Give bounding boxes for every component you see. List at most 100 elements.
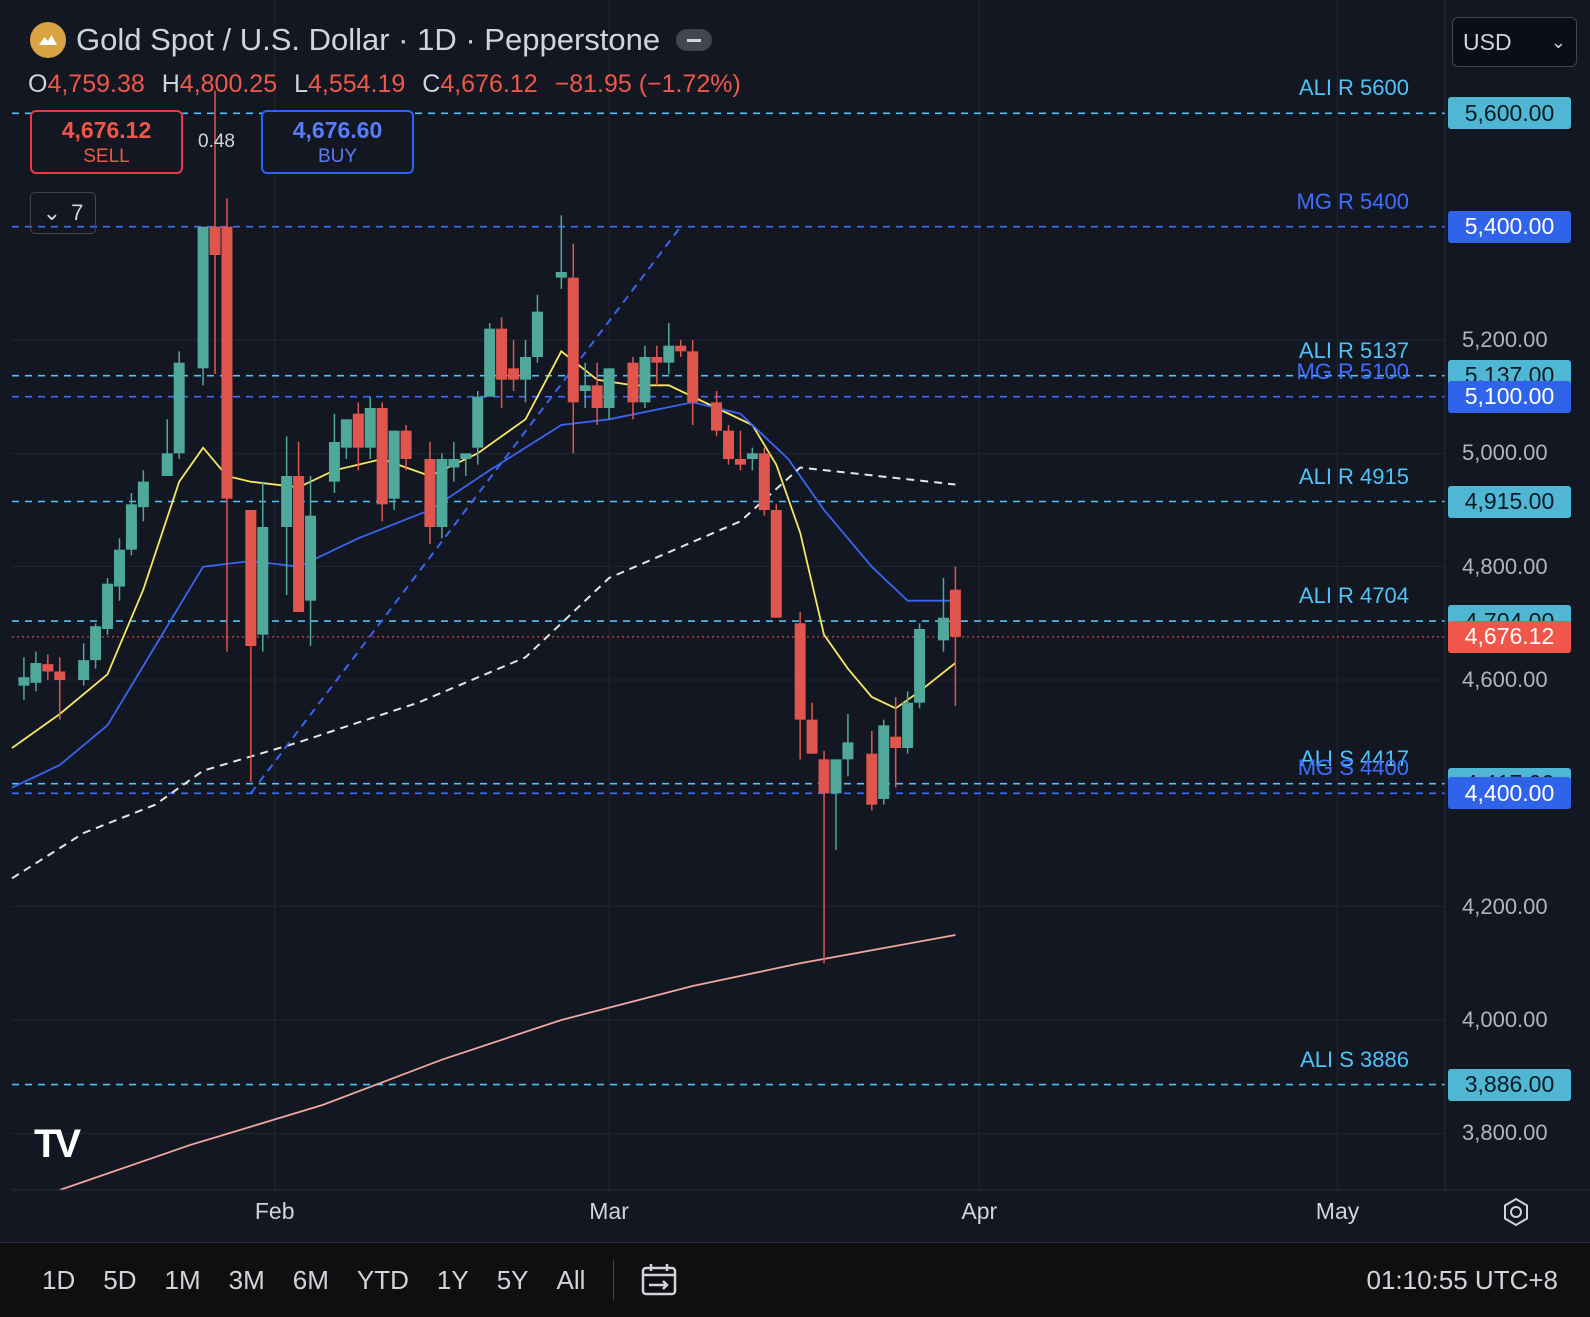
- low-key: L: [294, 70, 308, 98]
- candle-body: [173, 362, 185, 454]
- price-chart[interactable]: [0, 0, 1590, 1242]
- sell-button[interactable]: 4,676.12 SELL: [30, 110, 183, 174]
- level-label: ALI R 5137: [1298, 337, 1409, 363]
- candle-body: [460, 453, 472, 459]
- candle-body: [293, 476, 305, 612]
- candle-body: [78, 660, 90, 680]
- buy-button[interactable]: 4,676.60 BUY: [261, 110, 414, 174]
- candle-body: [651, 357, 663, 363]
- candle-body: [102, 583, 114, 629]
- buy-price: 4,676.60: [292, 116, 383, 143]
- candle-body: [42, 664, 54, 672]
- candle-body: [842, 742, 854, 760]
- candle-body: [221, 226, 233, 499]
- candle-body: [746, 453, 758, 459]
- candle-body: [472, 396, 484, 448]
- candle-body: [878, 725, 890, 799]
- timeframe-5y-button[interactable]: 5Y: [496, 1264, 529, 1295]
- chevron-down-icon: ⌄: [42, 200, 62, 225]
- collapse-legend-button[interactable]: [676, 29, 713, 51]
- candle-body: [448, 459, 460, 468]
- timeframe-6m-button[interactable]: 6M: [292, 1264, 329, 1295]
- level-price-tag: 4,915.00: [1448, 485, 1571, 518]
- timeframe-ytd-button[interactable]: YTD: [356, 1264, 409, 1295]
- level-label: ALI R 4915: [1298, 463, 1409, 489]
- tradingview-logo[interactable]: TV: [34, 1122, 81, 1166]
- candle-body: [663, 345, 675, 363]
- price-axis-label: 4,600.00: [1462, 667, 1548, 692]
- price-axis-label: 5,200.00: [1462, 327, 1548, 352]
- candle-body: [806, 719, 818, 754]
- price-axis-label: 5,000.00: [1462, 440, 1548, 466]
- ohlc-legend: O4,759.38 H4,800.25 L4,554.19 C4,676.12 …: [28, 70, 751, 99]
- candle-body: [161, 453, 173, 476]
- candle-body: [197, 226, 209, 369]
- candle-body: [388, 430, 400, 499]
- clock[interactable]: 01:10:55 UTC+8: [1366, 1264, 1558, 1295]
- level-label: MG R 5400: [1296, 188, 1410, 214]
- timeframe-1y-button[interactable]: 1Y: [436, 1264, 469, 1295]
- candle-body: [639, 357, 651, 403]
- settings-gear-icon[interactable]: [1500, 1196, 1532, 1228]
- symbol-title[interactable]: Gold Spot / U.S. Dollar · 1D · Peppersto…: [76, 22, 661, 57]
- level-price-tag: 5,400.00: [1448, 210, 1571, 243]
- candle-body: [914, 629, 926, 703]
- candle-body: [687, 351, 699, 403]
- candle-body: [830, 759, 842, 794]
- candle-body: [90, 626, 102, 661]
- price-axis-label: 4,200.00: [1462, 893, 1548, 919]
- candle-body: [209, 226, 221, 255]
- timeframe-3m-button[interactable]: 3M: [228, 1264, 265, 1295]
- candle-body: [54, 671, 66, 680]
- level-label: ALI R 4704: [1298, 583, 1409, 609]
- price-axis-label: 4,000.00: [1462, 1007, 1548, 1032]
- candle-body: [949, 589, 961, 637]
- calendar-range-icon[interactable]: [640, 1263, 678, 1297]
- open-key: O: [28, 70, 48, 98]
- candle-body: [18, 677, 30, 686]
- spread-value: 0.48: [198, 131, 235, 152]
- candle-body: [579, 385, 591, 391]
- timeframe-5d-button[interactable]: 5D: [103, 1264, 137, 1295]
- level-label: ALI S 4417: [1300, 745, 1409, 771]
- currency-value: USD: [1463, 28, 1512, 55]
- price-axis-label: 3,800.00: [1462, 1120, 1548, 1146]
- candle-body: [257, 527, 269, 635]
- candle-body: [30, 663, 42, 683]
- candle-body: [125, 504, 137, 550]
- candle-body: [734, 459, 746, 465]
- time-axis-label: May: [1315, 1198, 1360, 1224]
- indicators-count: 7: [71, 200, 84, 225]
- candle-body: [519, 357, 531, 380]
- sell-label: SELL: [83, 145, 130, 167]
- horizontal-levels: [12, 112, 1445, 1086]
- symbol-header: Gold Spot / U.S. Dollar · 1D · Peppersto…: [30, 22, 713, 58]
- time-axis-label: Apr: [961, 1198, 998, 1224]
- high-key: H: [161, 70, 180, 98]
- candle-body: [770, 510, 782, 618]
- timeframe-1m-button[interactable]: 1M: [164, 1264, 201, 1295]
- sell-price: 4,676.12: [61, 116, 152, 143]
- moving-averages: [11, 226, 956, 1191]
- chevron-down-icon: ⌄: [1550, 31, 1566, 52]
- candle-body: [890, 736, 902, 748]
- indicators-toggle-button[interactable]: ⌄ 7: [30, 192, 96, 234]
- candle-body: [496, 328, 508, 380]
- candle-body: [424, 459, 436, 527]
- level-price-tag: 3,886.00: [1448, 1068, 1571, 1101]
- minus-icon: [687, 38, 702, 42]
- close-value: 4,676.12: [440, 70, 538, 98]
- indicator-line: [11, 401, 956, 789]
- timeframe-all-button[interactable]: All: [556, 1264, 586, 1295]
- candle-body: [675, 345, 687, 352]
- candle-body: [364, 408, 376, 448]
- indicator-line: [11, 466, 956, 880]
- candle-body: [340, 419, 352, 448]
- candle-body: [866, 753, 878, 805]
- candle-body: [352, 413, 364, 448]
- candle-body: [937, 617, 949, 641]
- timeframe-1d-button[interactable]: 1D: [42, 1264, 76, 1295]
- currency-select[interactable]: USD ⌄: [1452, 17, 1577, 67]
- candle-body: [436, 459, 448, 527]
- candlesticks: [18, 90, 961, 964]
